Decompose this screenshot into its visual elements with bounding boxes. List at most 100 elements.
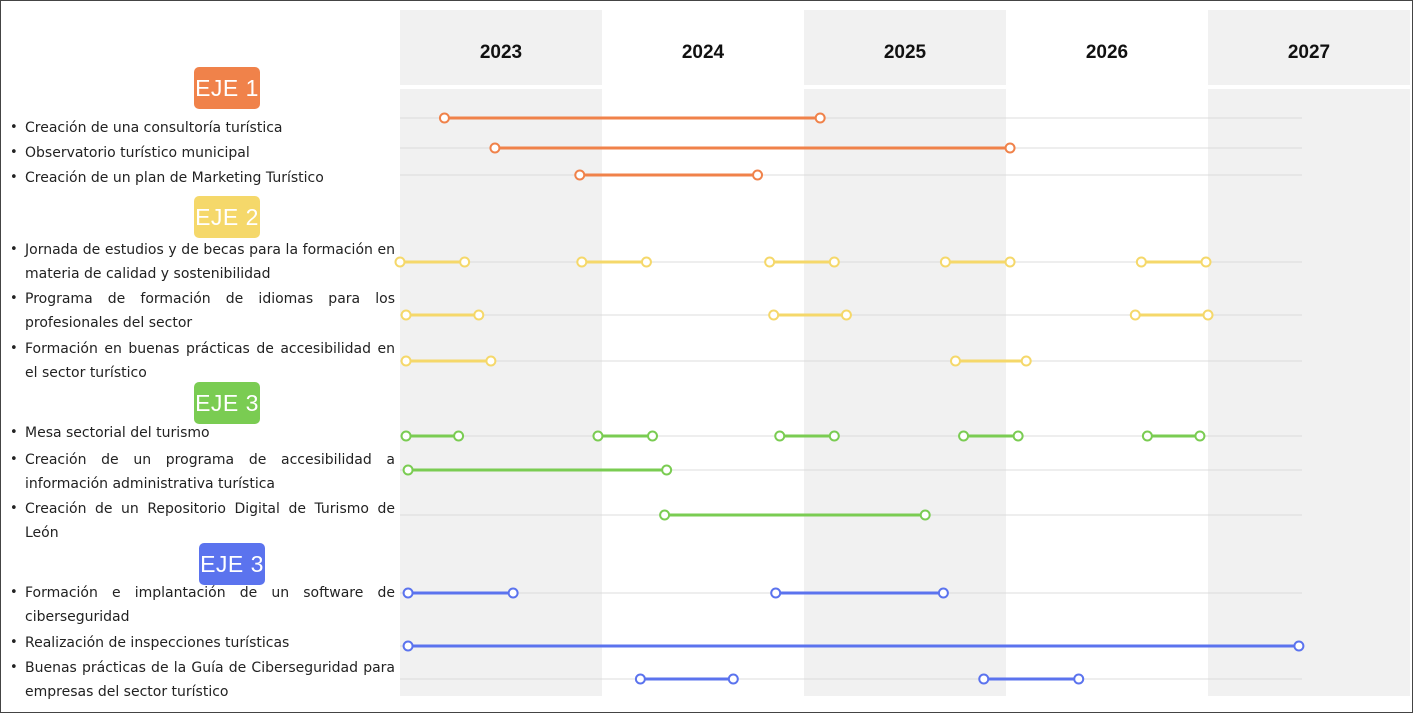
task-label: • Creación de un plan de Marketing Turíst…	[10, 166, 395, 190]
bar-start-marker	[958, 430, 970, 442]
task-label: • Creación de un programa de accesibilida…	[10, 448, 395, 496]
task-name: Realización de inspecciones turísticas	[25, 635, 290, 651]
bar-end-marker	[453, 430, 465, 442]
bar-start-marker	[438, 112, 450, 124]
bar-start-marker	[402, 640, 414, 652]
task-bar	[400, 355, 497, 367]
bullet-icon: •	[10, 501, 18, 516]
task-label: • Creación de una consultoría turística	[10, 116, 395, 140]
task-label: • Buenas prácticas de la Guía de Ciberseg…	[10, 656, 395, 704]
bullet-icon: •	[10, 170, 18, 185]
bullet-icon: •	[10, 660, 18, 675]
task-label: • Creación de un Repositorio Digital de T…	[10, 497, 395, 545]
bullet-icon: •	[10, 341, 18, 356]
year-shading	[400, 10, 1410, 696]
bar-end-marker	[1073, 673, 1085, 685]
bar-start-marker	[592, 430, 604, 442]
bar-end-marker	[1194, 430, 1206, 442]
task-name: Creación de un programa de accesibilidad…	[25, 452, 395, 492]
bar-start-marker	[402, 587, 414, 599]
task-bars	[394, 112, 1305, 685]
year-label-2027: 2027	[1288, 42, 1330, 63]
task-name: Creación de un Repositorio Digital de Tu…	[25, 501, 395, 541]
bar-end-marker	[459, 256, 471, 268]
task-bar	[438, 112, 826, 124]
bar-end-marker	[1020, 355, 1032, 367]
bar-start-marker	[400, 309, 412, 321]
task-bar	[400, 309, 485, 321]
bar-start-marker	[939, 256, 951, 268]
task-bar	[634, 673, 739, 685]
year-label-2025: 2025	[884, 42, 927, 63]
bar-start-marker	[659, 509, 671, 521]
bullet-icon: •	[10, 425, 18, 440]
task-bar	[659, 509, 931, 521]
bar-start-marker	[768, 309, 780, 321]
bar-end-marker	[473, 309, 485, 321]
task-bar	[592, 430, 658, 442]
task-bar	[402, 464, 673, 476]
task-name: Creación de un plan de Marketing Turísti…	[25, 170, 324, 186]
year-headers: 2023 2024 2025 2026 2027	[480, 42, 1330, 63]
task-bar	[958, 430, 1024, 442]
task-bar	[400, 430, 465, 442]
bar-end-marker	[814, 112, 826, 124]
bar-start-marker	[634, 673, 646, 685]
task-name: Creación de una consultoría turística	[25, 120, 283, 136]
bar-start-marker	[1141, 430, 1153, 442]
task-label: • Realización de inspecciones turísticas	[10, 631, 395, 655]
bar-end-marker	[1202, 309, 1214, 321]
task-label: • Jornada de estudios y de becas para la …	[10, 238, 395, 286]
task-name: Observatorio turístico municipal	[25, 145, 250, 161]
task-bar	[774, 430, 840, 442]
bar-start-marker	[770, 587, 782, 599]
task-name: Formación e implantación de un software …	[25, 585, 395, 625]
eje-badge-1: EJE 1	[194, 67, 260, 109]
task-bar	[1129, 309, 1214, 321]
bar-end-marker	[937, 587, 949, 599]
task-label: • Mesa sectorial del turismo	[10, 421, 395, 445]
year-shade-2027	[1208, 10, 1410, 696]
task-bar	[402, 640, 1305, 652]
task-bar	[576, 256, 652, 268]
bar-end-marker	[828, 256, 840, 268]
task-label: • Observatorio turístico municipal	[10, 141, 395, 165]
task-bar	[950, 355, 1032, 367]
year-label-2026: 2026	[1086, 42, 1128, 63]
bar-end-marker	[1012, 430, 1024, 442]
task-bar	[574, 169, 764, 181]
task-bar	[978, 673, 1085, 685]
task-bar	[768, 309, 852, 321]
bar-end-marker	[1293, 640, 1305, 652]
bar-start-marker	[950, 355, 961, 367]
bullet-icon: •	[10, 635, 18, 650]
bar-end-marker	[727, 673, 739, 685]
bar-end-marker	[647, 430, 658, 442]
task-bar	[394, 256, 471, 268]
bar-start-marker	[402, 464, 414, 476]
bar-end-marker	[1004, 256, 1016, 268]
bar-end-marker	[485, 355, 497, 367]
task-bar	[1135, 256, 1212, 268]
bullet-icon: •	[10, 120, 18, 135]
bar-end-marker	[752, 169, 764, 181]
task-bar	[939, 256, 1016, 268]
task-bar	[402, 587, 519, 599]
task-bar	[1141, 430, 1206, 442]
bar-end-marker	[1004, 142, 1016, 154]
eje-badge-3: EJE 3	[194, 382, 260, 424]
bar-start-marker	[574, 169, 586, 181]
bar-start-marker	[400, 355, 412, 367]
bar-start-marker	[400, 430, 412, 442]
task-bar	[764, 256, 840, 268]
task-label: • Formación e implantación de un software…	[10, 581, 395, 629]
task-name: Jornada de estudios y de becas para la f…	[25, 242, 395, 282]
bullet-icon: •	[10, 452, 18, 467]
bar-start-marker	[489, 142, 501, 154]
bar-end-marker	[828, 430, 840, 442]
task-label: • Formación en buenas prácticas de accesi…	[10, 337, 395, 385]
task-bar	[489, 142, 1016, 154]
task-name: Programa de formación de idiomas para lo…	[25, 291, 395, 331]
bar-start-marker	[774, 430, 786, 442]
